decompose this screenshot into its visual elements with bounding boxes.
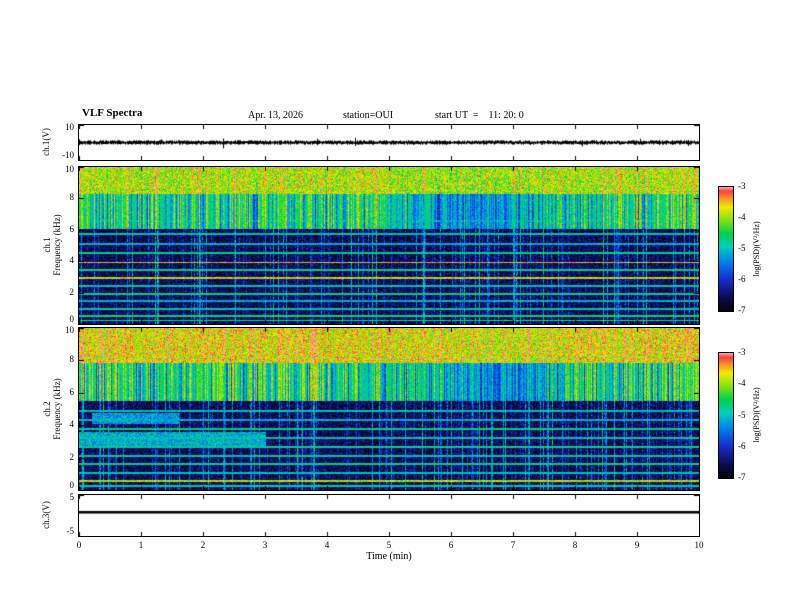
x-tick-label: 5 (386, 540, 392, 550)
y-tick-label: -10 (62, 150, 74, 160)
figure-start-time: start UT = 11: 20: 0 (435, 110, 524, 121)
figure-station: station=OUI (343, 110, 394, 121)
colorbar-ch2-canvas (719, 353, 733, 478)
colorbar-tick-label: -7 (738, 472, 746, 482)
colorbar-tick-label: -6 (738, 440, 746, 451)
colorbar-tick-label: -4 (738, 212, 746, 222)
colorbar-ch1 (718, 186, 734, 312)
y-tick-label: 2 (69, 286, 75, 297)
x-tick-label: 9 (634, 540, 640, 550)
y-tick-label: 10 (65, 122, 74, 132)
x-tick-label: 10 (694, 540, 704, 550)
y-tick-label: 8 (69, 354, 75, 365)
ch1-spectrogram-canvas (79, 167, 699, 324)
x-tick-label: 0 (76, 540, 82, 550)
y-tick-label: 0 (69, 314, 75, 324)
y-tick-label: 0 (69, 480, 75, 490)
ch2-spectrogram-panel (78, 327, 700, 491)
y-tick-label: 8 (69, 192, 75, 203)
ch1-frequency-axis-label-unit: Frequency (kHz) (52, 214, 62, 276)
colorbar-tick-label: -6 (738, 274, 746, 284)
colorbar-tick-label: -3 (738, 181, 746, 191)
y-tick-label: 4 (69, 255, 75, 266)
ch3-waveform-panel (78, 494, 700, 537)
y-tick-label: 6 (69, 386, 75, 397)
y-tick-label: 4 (69, 419, 75, 430)
y-tick-label: 10 (65, 164, 74, 174)
x-tick-label: 6 (448, 540, 454, 550)
colorbar-tick-label: -5 (738, 409, 746, 420)
x-axis-title: Time (min) (366, 551, 412, 562)
x-tick-label: 4 (324, 540, 330, 550)
colorbar-ch1-canvas (719, 187, 733, 311)
y-tick-label: 5 (69, 492, 75, 502)
x-tick-label: 2 (200, 540, 206, 550)
colorbar-tick-label: -5 (738, 243, 746, 253)
ch3-voltage-axis-label: ch.3(V) (41, 501, 51, 529)
y-tick-label: 6 (69, 223, 75, 234)
x-tick-label: 7 (510, 540, 516, 550)
ch1-waveform-canvas (79, 125, 699, 160)
colorbar-tick-label: -3 (738, 347, 746, 357)
ch1-waveform-panel (78, 124, 700, 161)
colorbar-ch2 (718, 352, 734, 479)
colorbar-tick-label: -7 (738, 305, 746, 315)
colorbar-tick-label: -4 (738, 378, 746, 389)
figure-date: Apr. 13, 2026 (248, 110, 303, 121)
ch1-frequency-axis-label: ch.1 Frequency (kHz) (42, 214, 62, 275)
y-tick-label: 2 (69, 451, 75, 462)
x-tick-label: 8 (572, 540, 578, 550)
ch1-frequency-axis-label-channel: ch.1 (42, 237, 52, 253)
y-tick-label: 10 (65, 325, 74, 335)
y-tick-label: -5 (66, 526, 75, 536)
ch1-spectrogram-panel (78, 166, 700, 325)
ch3-waveform-canvas (79, 495, 699, 536)
figure-title: VLF Spectra (82, 107, 143, 119)
x-tick-label: 3 (262, 540, 268, 550)
x-tick-label: 1 (138, 540, 144, 550)
ch2-spectrogram-canvas (79, 328, 699, 490)
